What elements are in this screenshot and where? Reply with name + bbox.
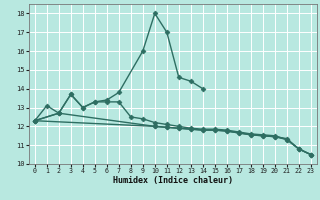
X-axis label: Humidex (Indice chaleur): Humidex (Indice chaleur) — [113, 176, 233, 185]
